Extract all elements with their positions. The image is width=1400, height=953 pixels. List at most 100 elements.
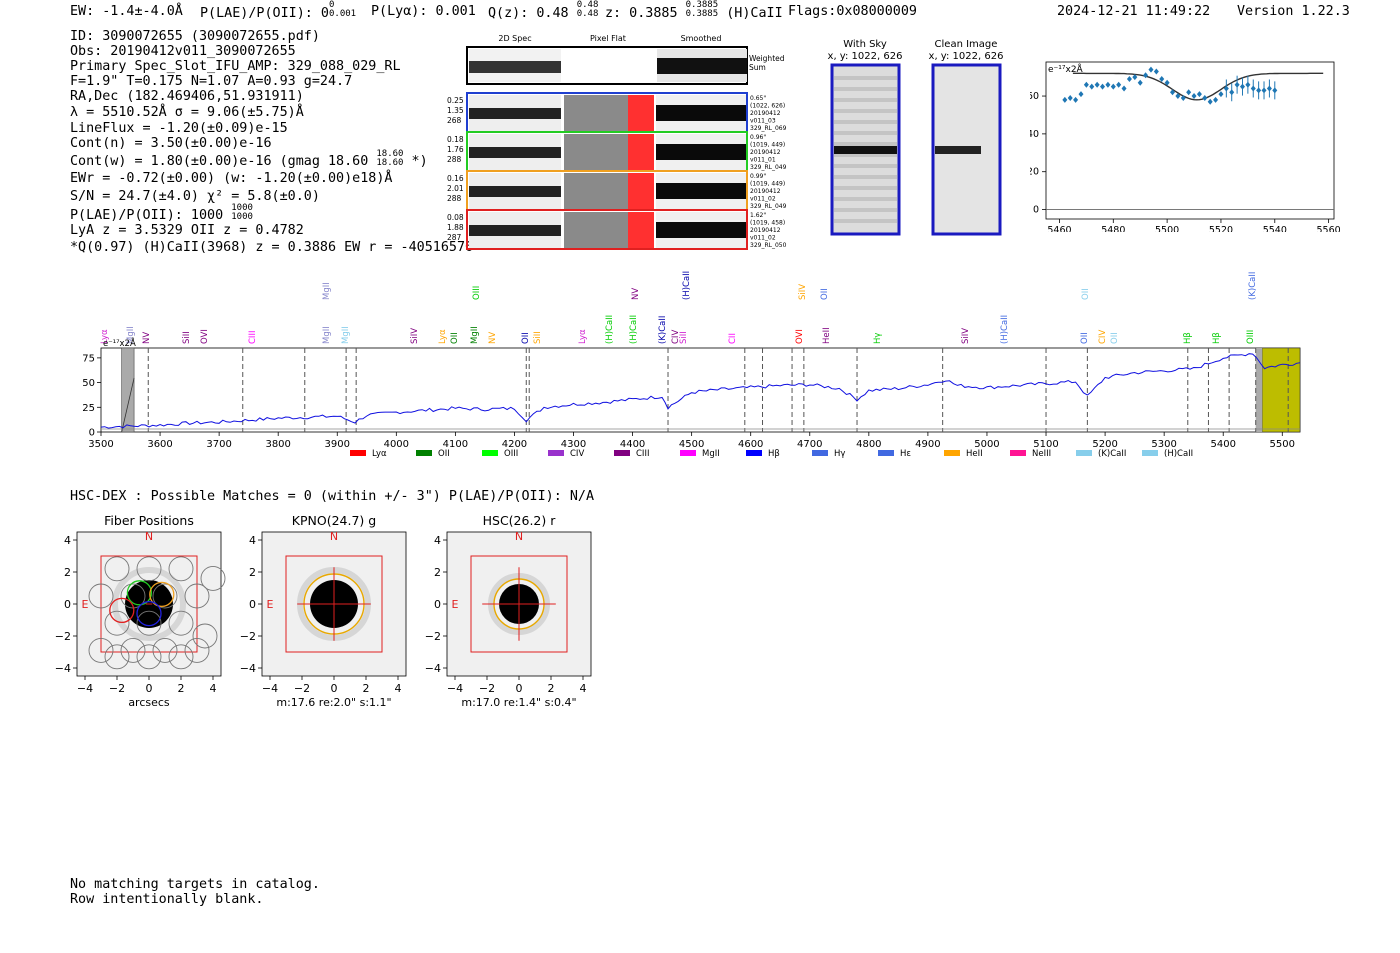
- cutout-right-value: 329_RL_049: [750, 203, 787, 210]
- spectral-line-label: SiII: [533, 331, 543, 344]
- cutout-right-value: (1022, 626): [750, 103, 785, 110]
- zoom-data-point: [1180, 94, 1186, 101]
- cutouts-header-smoothed: Smoothed: [681, 34, 722, 43]
- panel-ytick-label: −2: [55, 630, 71, 643]
- panel-ytick-label: −4: [240, 662, 256, 675]
- zoom-ytick-label: 0: [1033, 205, 1039, 216]
- info-contn: Cont(n) = 3.50(±0.00)e-16: [70, 136, 272, 151]
- cutout-right-value: 0.99": [750, 173, 766, 180]
- spectral-line-label: CII: [728, 333, 738, 344]
- zoom-xtick-label: 5520: [1209, 225, 1233, 232]
- cutout-right-value: (1019, 449): [750, 181, 785, 188]
- spectral-upper-label: OIII: [472, 286, 482, 300]
- cutout-left-value: 287: [447, 233, 462, 242]
- spectrum-xtick-label: 4200: [502, 439, 527, 450]
- legend-label: (H)CaII: [1164, 449, 1193, 459]
- zoom-xtick-label: 5480: [1101, 225, 1125, 232]
- spectral-upper-label: (H)CaII: [682, 271, 692, 300]
- zoom-ytick-label: 60: [1030, 91, 1039, 102]
- zoom-data-point: [1250, 85, 1256, 92]
- zoom-data-point: [1164, 79, 1170, 86]
- spectral-line-label: (H)CaII: [629, 315, 639, 344]
- image-panels: Fiber Positions N E 4 2 0 −2 −4 −4 −2 0 2 4 arcsecs KP…: [55, 513, 592, 709]
- spectrum-xtick-label: 4900: [915, 439, 940, 450]
- legend-label: OIII: [504, 449, 518, 459]
- clean-title: Clean Image: [935, 39, 998, 50]
- spectrum-ytick-label: 75: [82, 353, 95, 364]
- panel-xtick-label: −4: [77, 682, 93, 695]
- panel-xtick-label: 2: [548, 682, 555, 695]
- panel-north-label: N: [145, 530, 153, 543]
- zoom-data-point: [1094, 81, 1100, 88]
- panel-east-label: E: [267, 598, 274, 611]
- cutout-right-value: 329_RL_049: [750, 164, 787, 171]
- cutout-right-value: 1.62": [750, 212, 766, 219]
- zoom-data-point: [1121, 85, 1127, 92]
- panel-ytick-label: 4: [249, 534, 256, 547]
- spectrum-ytick-label: 25: [82, 403, 95, 414]
- panel-title: HSC(26.2) r: [483, 513, 557, 528]
- spectral-line-label: Hβ: [1212, 332, 1222, 344]
- zoom-data-point: [1245, 81, 1251, 88]
- image-panel: HSC(26.2) r N E 4 2 0 −2 −4 −4 −2 0 2 4 m:17.0 re:1.4…: [425, 513, 592, 709]
- legend-swatch: [1142, 450, 1158, 456]
- zoom-data-point: [1159, 76, 1165, 83]
- info-id: ID: 3090072655 (3090072655.pdf): [70, 29, 320, 44]
- cutout-left-value: 288: [447, 194, 462, 203]
- zoom-data-point: [1256, 87, 1262, 94]
- header-plae-text: P(LAE)/P(OII): 0: [200, 6, 329, 21]
- spectrum-line: [100, 353, 1301, 429]
- spectral-line-label: Hβ: [1183, 332, 1193, 344]
- panel-xtick-label: 2: [363, 682, 370, 695]
- spectrum-ytick-label: 0: [89, 428, 95, 439]
- legend-swatch: [680, 450, 696, 456]
- panel-ytick-label: −2: [240, 630, 256, 643]
- panel-xtick-label: −2: [109, 682, 125, 695]
- spectral-line-label: MgII: [322, 326, 332, 344]
- cutout-right-value: 329_RL_069: [750, 125, 787, 132]
- legend-swatch: [416, 450, 432, 456]
- spectral-line-label: MgII: [341, 326, 351, 344]
- spectral-upper-label: OII: [820, 288, 830, 300]
- spectrum-xtick-label: 4500: [679, 439, 704, 450]
- spectral-line-label: Lyα: [578, 329, 588, 344]
- spectrum-xtick-label: 5400: [1210, 439, 1235, 450]
- spectrum-xtick-label: 5200: [1092, 439, 1117, 450]
- info-plae-text: P(LAE)/P(OII): 1000: [70, 208, 224, 223]
- zoom-model-line: [1072, 72, 1324, 101]
- cutout-right-value: v011_01: [750, 157, 776, 164]
- header-zline: (H)CaII: [726, 6, 783, 21]
- info-primary: Primary Spec_Slot_IFU_AMP: 329_088_029_R…: [70, 59, 401, 74]
- header-z-sup: 0.3885: [685, 0, 719, 10]
- panel-xtick-label: −4: [262, 682, 278, 695]
- header-plae-sup: 0: [329, 0, 335, 10]
- spectral-line-label: NV: [142, 332, 152, 344]
- header-qz-text: Q(z): 0.48: [488, 6, 569, 21]
- cutout-left-value: 0.16: [447, 174, 464, 183]
- header-z-text: z: 0.3885: [605, 6, 678, 21]
- zoom-data-point: [1272, 87, 1278, 94]
- zoom-data-point: [1153, 68, 1159, 75]
- header-z: z: 0.3885 0.3885 0.3885 (H)CaII: [605, 1, 783, 22]
- zoom-unit: e⁻¹⁷x2Å: [1048, 63, 1084, 75]
- spectral-line-label: OII: [521, 332, 531, 344]
- spectrum-xtick-label: 5000: [974, 439, 999, 450]
- zoom-data-point: [1202, 94, 1208, 101]
- info-contw-sub: 18.60: [376, 158, 404, 168]
- spectrum-xtick-label: 4100: [443, 439, 468, 450]
- cutout-right-value: 0.96": [750, 134, 766, 141]
- info-obs: Obs: 20190412v011_3090072655: [70, 44, 296, 59]
- zoom-data-point: [1067, 94, 1073, 101]
- zoom-data-point: [1073, 96, 1079, 103]
- cutout-right-value: (1019, 449): [750, 142, 785, 149]
- spectrum-xtick-label: 4700: [797, 439, 822, 450]
- legend-swatch: [746, 450, 762, 456]
- cutout-right-value: 20190412: [750, 149, 781, 156]
- panel-xtick-label: 2: [178, 682, 185, 695]
- cutout-right-value: (1019, 458): [750, 220, 785, 227]
- zoom-data-point: [1089, 83, 1095, 90]
- info-contw-sup: 18.60: [376, 149, 404, 159]
